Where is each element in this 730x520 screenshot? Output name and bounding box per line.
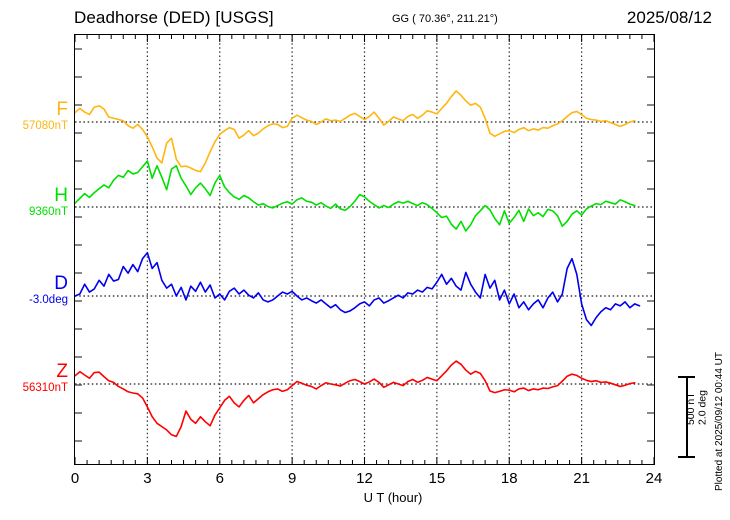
scale-bar <box>678 376 695 458</box>
x-tick-21: 21 <box>573 470 590 487</box>
vertical-gridlines <box>146 35 583 464</box>
traces-svg <box>75 35 654 464</box>
geographic-coordinates: GG ( 70.36°, 211.21°) <box>392 13 498 25</box>
component-baseline-Z: 56310nT <box>22 382 68 394</box>
component-symbol-D: D <box>54 273 68 294</box>
x-tick-15: 15 <box>428 470 446 487</box>
x-tick-9: 9 <box>287 470 297 487</box>
scale-bar-deg: 2.0 deg <box>696 390 709 426</box>
x-tick-0: 0 <box>70 470 80 487</box>
component-label-Z: Z 56310nT <box>0 362 68 395</box>
x-tick-12: 12 <box>356 470 373 487</box>
series-group <box>75 90 641 438</box>
x-axis-title: U T (hour) <box>0 490 730 505</box>
component-label-H: H 9360nT <box>0 186 68 219</box>
x-tick-6: 6 <box>215 470 224 487</box>
left-axis-ticks <box>75 48 82 442</box>
scale-bar-bottom-cap <box>678 456 695 458</box>
component-baseline-D: -3.0deg <box>28 294 68 306</box>
component-label-F: F 57080nT <box>0 100 68 133</box>
component-symbol-H: H <box>54 185 68 206</box>
station-title: Deadhorse (DED) [USGS] <box>74 8 274 27</box>
plot-frame <box>74 34 655 465</box>
x-tick-18: 18 <box>500 470 518 487</box>
observation-date: 2025/08/12 <box>626 8 712 27</box>
bottom-axis-ticks <box>75 457 654 464</box>
component-baseline-H: 9360nT <box>28 206 68 218</box>
scale-bar-stem <box>686 376 688 458</box>
component-label-D: D -3.0deg <box>0 274 68 307</box>
x-tick-24: 24 <box>645 470 663 487</box>
right-axis-ticks <box>647 48 654 442</box>
component-baseline-F: 57080nT <box>22 120 68 132</box>
component-symbol-F: F <box>56 99 68 120</box>
x-axis-title-text: U T (hour) <box>363 490 423 505</box>
x-tick-3: 3 <box>143 470 152 487</box>
scale-bar-legend: 500 nT 2.0 deg <box>685 390 709 426</box>
top-axis-ticks <box>75 35 654 42</box>
component-symbol-Z: Z <box>56 361 68 382</box>
scale-bar-nt: 500 nT <box>685 392 697 426</box>
plotted-at-timestamp: Plotted at 2025/09/12 00:44 UT <box>714 352 725 491</box>
